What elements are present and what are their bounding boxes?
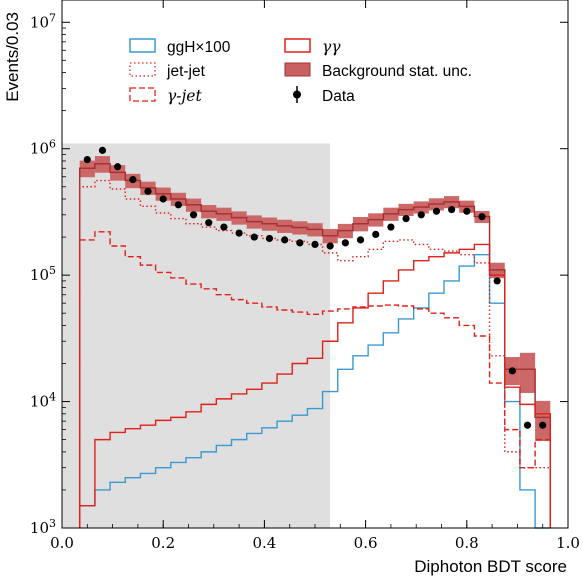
x-tick-label: 0.0 bbox=[50, 534, 74, 552]
legend-label-data: Data bbox=[322, 88, 355, 105]
legend-label-ggh: ggH×100 bbox=[167, 39, 231, 56]
data-point bbox=[341, 239, 349, 247]
data-point bbox=[372, 230, 380, 238]
data-point bbox=[508, 367, 516, 375]
band-box bbox=[519, 352, 536, 393]
series-line-1 bbox=[79, 179, 551, 528]
x-tick-label: 0.2 bbox=[151, 534, 175, 552]
legend-entry-data: Data bbox=[293, 86, 355, 105]
legend-entry-ggh: ggH×100 bbox=[129, 38, 231, 56]
data-point bbox=[189, 211, 198, 219]
legend-label-gamma-gamma: γγ bbox=[322, 38, 341, 56]
data-point bbox=[493, 277, 501, 285]
data-point bbox=[402, 214, 410, 223]
data-point bbox=[356, 236, 365, 244]
chart-marks bbox=[78, 146, 552, 529]
x-tick-label: 0.4 bbox=[252, 534, 276, 552]
y-tick-label: 106 bbox=[30, 138, 56, 158]
legend-swatch-gamma-jet bbox=[129, 87, 156, 102]
data-point bbox=[129, 175, 137, 184]
data-point bbox=[326, 242, 334, 250]
plot-area: 0.0 0.2 0.4 0.6 0.8 1.0 103 104 105 106 107 bbox=[30, 0, 580, 552]
legend-swatch-jet-jet bbox=[129, 62, 156, 77]
x-tick-label: 0.8 bbox=[455, 534, 479, 552]
band-box bbox=[535, 400, 551, 442]
data-point bbox=[265, 234, 274, 243]
legend-swatch-stat-unc bbox=[284, 62, 311, 77]
legend-entry-stat-unc: Background stat. unc. bbox=[284, 62, 472, 80]
y-tick-label: 103 bbox=[30, 517, 56, 537]
legend-entry-gamma-jet: γ-jet bbox=[129, 87, 202, 105]
data-point bbox=[98, 146, 107, 154]
data-point bbox=[432, 207, 441, 215]
data-point bbox=[220, 223, 228, 231]
data-point bbox=[83, 155, 91, 164]
data-point bbox=[463, 207, 471, 215]
legend-label-gamma-jet: γ-jet bbox=[167, 87, 202, 105]
legend-swatch-ggh bbox=[129, 38, 156, 53]
series-line-3 bbox=[79, 243, 551, 528]
data-point bbox=[250, 233, 258, 241]
x-tick-label: 0.6 bbox=[354, 534, 378, 552]
legend-entry-gamma-gamma: γγ bbox=[284, 38, 341, 56]
legend-label-stat-unc: Background stat. unc. bbox=[322, 63, 472, 80]
y-tick-label: 107 bbox=[30, 11, 56, 31]
data-point bbox=[478, 213, 486, 221]
data-point bbox=[311, 240, 319, 249]
data-point bbox=[144, 187, 152, 195]
axis-ticks: 0.0 0.2 0.4 0.6 0.8 1.0 103 104 105 106 107 bbox=[30, 0, 580, 552]
data-point bbox=[281, 236, 289, 244]
data-point bbox=[387, 223, 395, 231]
data-point bbox=[539, 421, 547, 429]
data-point bbox=[417, 211, 425, 219]
data-point bbox=[448, 205, 456, 214]
data-point bbox=[174, 201, 182, 209]
y-tick-label: 104 bbox=[30, 391, 56, 411]
data-point bbox=[159, 195, 167, 203]
legend-marker-data bbox=[293, 90, 301, 99]
legend-label-jet-jet: jet-jet bbox=[166, 63, 206, 80]
y-tick-label: 105 bbox=[30, 264, 56, 284]
data-point bbox=[205, 219, 213, 227]
series-line-2 bbox=[79, 231, 551, 528]
data-point bbox=[296, 239, 304, 247]
legend-entry-jet-jet: jet-jet bbox=[129, 62, 206, 80]
legend: ggH×100 jet-jet γ-jet γγ Background stat… bbox=[129, 38, 472, 105]
total-background-line bbox=[78, 163, 552, 528]
legend-swatch-gamma-gamma bbox=[284, 38, 311, 53]
y-axis-label: Events/0.03 bbox=[3, 12, 22, 102]
data-point bbox=[235, 229, 243, 237]
series-line-0 bbox=[79, 254, 551, 529]
x-tick-label: 1.0 bbox=[556, 534, 580, 552]
x-axis-label: Diphoton BDT score bbox=[414, 557, 567, 576]
data-point bbox=[114, 163, 122, 171]
data-point bbox=[523, 421, 532, 429]
